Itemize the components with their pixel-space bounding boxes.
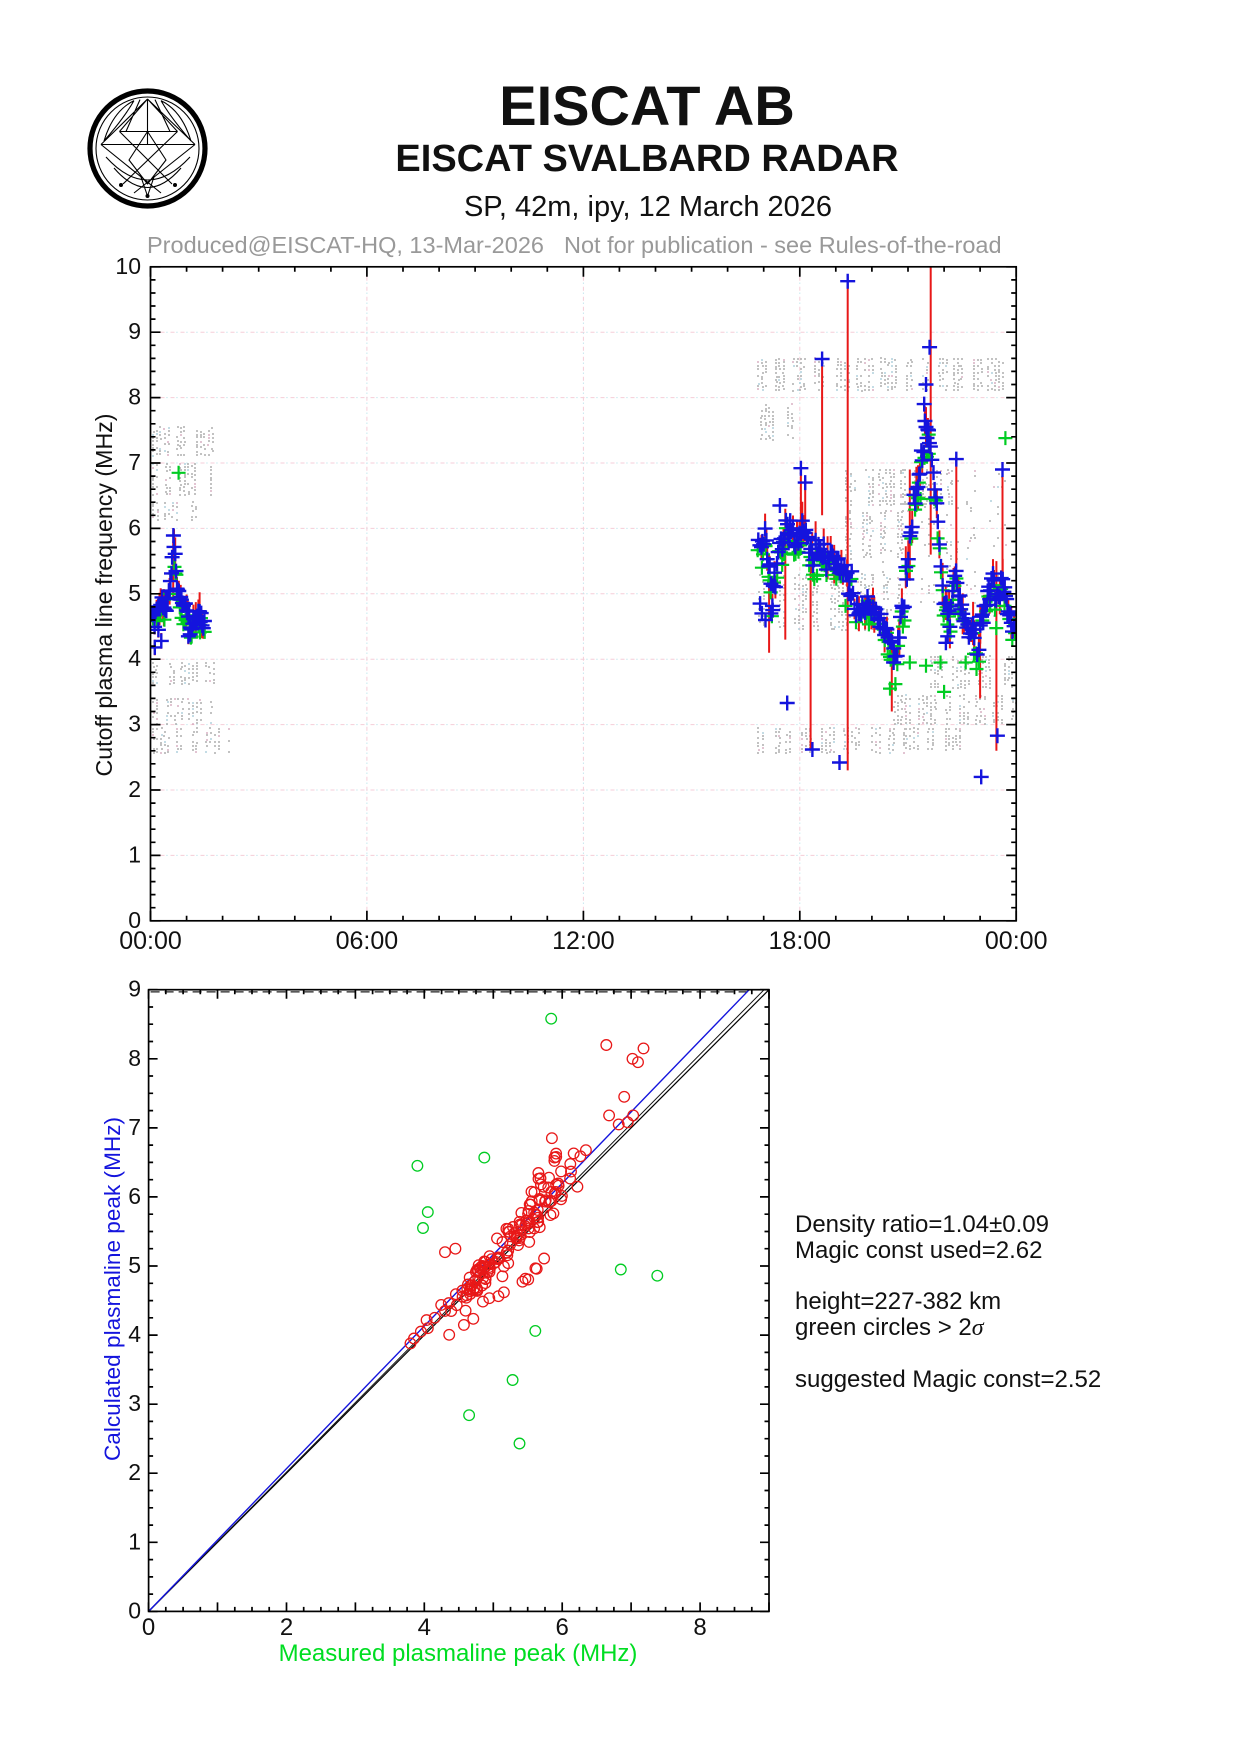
svg-text:00:00: 00:00 <box>985 927 1048 955</box>
svg-text:18:00: 18:00 <box>769 927 832 955</box>
svg-text:3: 3 <box>128 1390 141 1416</box>
svg-text:7: 7 <box>128 449 141 475</box>
svg-text:9: 9 <box>128 318 141 344</box>
svg-text:8: 8 <box>128 1045 141 1071</box>
svg-text:6: 6 <box>128 514 141 540</box>
svg-text:Density ratio=1.04±0.09: Density ratio=1.04±0.09 <box>795 1211 1049 1238</box>
svg-text:Magic const used=2.62: Magic const used=2.62 <box>795 1237 1043 1264</box>
svg-text:Calculated plasmaline peak (MH: Calculated plasmaline peak (MHz) <box>100 1117 125 1461</box>
svg-text:0: 0 <box>128 907 141 933</box>
svg-text:7: 7 <box>128 1114 141 1140</box>
svg-text:3: 3 <box>128 711 141 737</box>
svg-text:6: 6 <box>128 1183 141 1209</box>
svg-text:Produced@EISCAT-HQ, 13-Mar-202: Produced@EISCAT-HQ, 13-Mar-2026 <box>147 232 544 258</box>
svg-text:EISCAT SVALBARD RADAR: EISCAT SVALBARD RADAR <box>395 138 898 180</box>
svg-text:SP, 42m, ipy, 12 March 2026: SP, 42m, ipy, 12 March 2026 <box>464 191 832 223</box>
svg-text:EISCAT AB: EISCAT AB <box>499 74 795 137</box>
svg-text:height=227-382 km: height=227-382 km <box>795 1288 1001 1315</box>
svg-text:12:00: 12:00 <box>552 927 615 955</box>
svg-text:1: 1 <box>128 1528 141 1554</box>
svg-text:5: 5 <box>128 580 141 606</box>
svg-text:4: 4 <box>128 645 141 671</box>
svg-text:1: 1 <box>128 841 141 867</box>
svg-text:2: 2 <box>128 1459 141 1485</box>
svg-text:suggested Magic const=2.52: suggested Magic const=2.52 <box>795 1366 1101 1393</box>
svg-text:4: 4 <box>128 1321 141 1347</box>
svg-text:0: 0 <box>142 1614 155 1641</box>
svg-text:8: 8 <box>693 1614 706 1641</box>
svg-text:06:00: 06:00 <box>336 927 399 955</box>
svg-text:2: 2 <box>128 776 141 802</box>
svg-text:Not for publication - see Rule: Not for publication - see Rules-of-the-r… <box>564 232 1002 258</box>
svg-text:4: 4 <box>418 1614 431 1641</box>
svg-text:green circles > 2σ: green circles > 2σ <box>795 1314 985 1341</box>
svg-text:2: 2 <box>280 1614 293 1641</box>
svg-text:5: 5 <box>128 1252 141 1278</box>
svg-text:Cutoff plasma line frequency (: Cutoff plasma line frequency (MHz) <box>91 414 117 777</box>
svg-text:6: 6 <box>556 1614 569 1641</box>
svg-text:Measured plasmaline peak (MHz): Measured plasmaline peak (MHz) <box>279 1640 638 1667</box>
svg-text:0: 0 <box>128 1597 141 1623</box>
svg-text:00:00: 00:00 <box>119 927 182 955</box>
svg-text:8: 8 <box>128 384 141 410</box>
svg-text:10: 10 <box>115 253 141 279</box>
svg-text:9: 9 <box>128 976 141 1002</box>
